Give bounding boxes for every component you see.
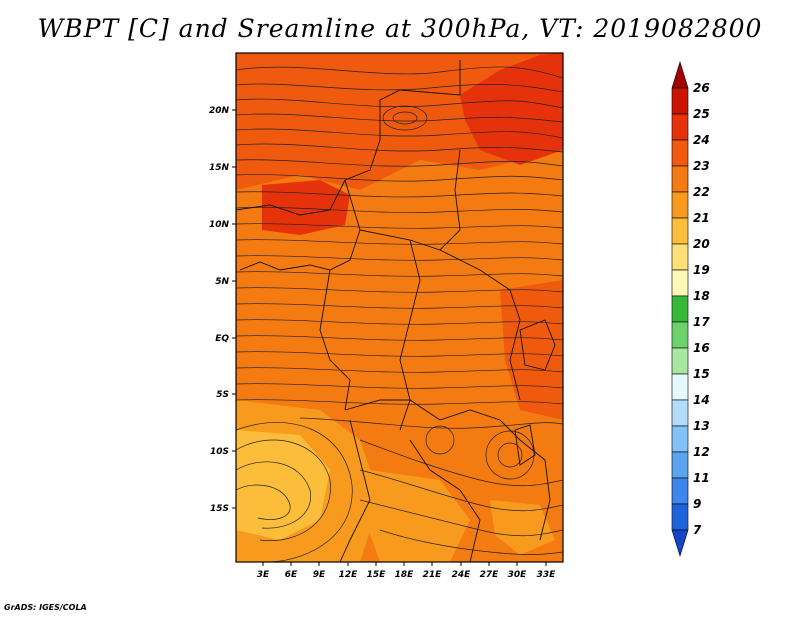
lat-axis: 20N 15N 10N 5N EQ 5S 10S 15S: [209, 106, 236, 514]
shading-21-east-patch: [490, 500, 555, 555]
lat-tick-label: EQ: [215, 334, 229, 344]
credit-text: GrADS: IGES/COLA: [4, 603, 87, 612]
colorbar-label: 19: [693, 263, 710, 277]
colorbar-label: 24: [693, 133, 710, 147]
colorbar-segment: [671, 191, 689, 219]
colorbar-segment: [671, 243, 689, 271]
colorbar-segment: [671, 60, 689, 89]
shading-24-northeast: [460, 53, 563, 165]
country-borders: [236, 60, 556, 562]
shading-21-south-central: [365, 470, 470, 562]
streamlines: [236, 66, 563, 562]
colorbar-label: 26: [693, 81, 710, 95]
colorbar-label: 16: [693, 341, 710, 355]
colorbar-label: 21: [693, 211, 710, 225]
lon-tick-label: 15E: [367, 570, 387, 580]
page-title: WBPT [C] and Sreamline at 300hPa, VT: 20…: [37, 14, 763, 43]
shading-23-east: [500, 280, 563, 420]
colorbar-segment: [671, 113, 689, 141]
shading-24-west: [262, 180, 350, 235]
colorbar-segment: [671, 399, 689, 427]
colorbar-segment: [671, 529, 689, 558]
lon-tick-label: 21E: [423, 570, 443, 580]
colorbar-segment: [671, 503, 689, 531]
colorbar-segment: [671, 477, 689, 505]
lat-tick-label: 5S: [216, 390, 229, 400]
lon-tick-label: 24E: [452, 570, 472, 580]
lon-tick-label: 18E: [395, 570, 415, 580]
colorbar-segment: [671, 139, 689, 167]
lon-tick-label: 33E: [537, 570, 557, 580]
lat-tick-label: 15S: [210, 504, 229, 514]
colorbar-segment: [671, 269, 689, 297]
lon-tick-label: 27E: [480, 570, 500, 580]
colorbar-label: 22: [693, 185, 710, 199]
colorbar-segment: [671, 217, 689, 245]
colorbar-label: 12: [693, 445, 710, 459]
colorbar-label: 23: [693, 159, 710, 173]
lat-tick-label: 20N: [209, 106, 230, 116]
lat-tick-label: 10S: [210, 447, 229, 457]
colorbar-segment: [671, 451, 689, 479]
lon-tick-label: 9E: [313, 570, 326, 580]
colorbar-label: 7: [693, 523, 702, 537]
colorbar-segment: [671, 425, 689, 453]
lon-tick-label: 6E: [285, 570, 298, 580]
lat-tick-label: 5N: [215, 277, 229, 287]
colorbar-label: 20: [693, 237, 710, 251]
colorbar-label: 11: [693, 471, 710, 485]
colorbar: 26 25 24 23 22 21 20 19 18 17 16 15 14 13 12 11 9 7: [671, 60, 710, 558]
colorbar-label: 18: [693, 289, 710, 303]
colorbar-label: 15: [693, 367, 710, 381]
colorbar-segment: [671, 373, 689, 401]
lon-tick-label: 30E: [508, 570, 528, 580]
lon-tick-label: 12E: [339, 570, 359, 580]
lat-tick-label: 15N: [209, 163, 230, 173]
colorbar-label: 9: [693, 497, 701, 511]
colorbar-segment: [671, 321, 689, 349]
shading-20-southwest: [236, 430, 330, 540]
colorbar-label: 25: [693, 107, 710, 121]
colorbar-segment: [671, 347, 689, 375]
plot-frame: [235, 52, 564, 563]
colorbar-segment: [671, 295, 689, 323]
map-panel: [235, 52, 564, 563]
colorbar-segment: [671, 165, 689, 193]
lat-tick-label: 10N: [209, 220, 230, 230]
colorbar-label: 13: [693, 419, 710, 433]
colorbar-segment: [671, 87, 689, 115]
lon-tick-label: 3E: [257, 570, 270, 580]
colorbar-label: 14: [693, 393, 710, 407]
lon-axis: 3E 6E 9E 12E 15E 18E 21E 24E 27E 30E 33E: [257, 562, 556, 580]
colorbar-label: 17: [693, 315, 710, 329]
